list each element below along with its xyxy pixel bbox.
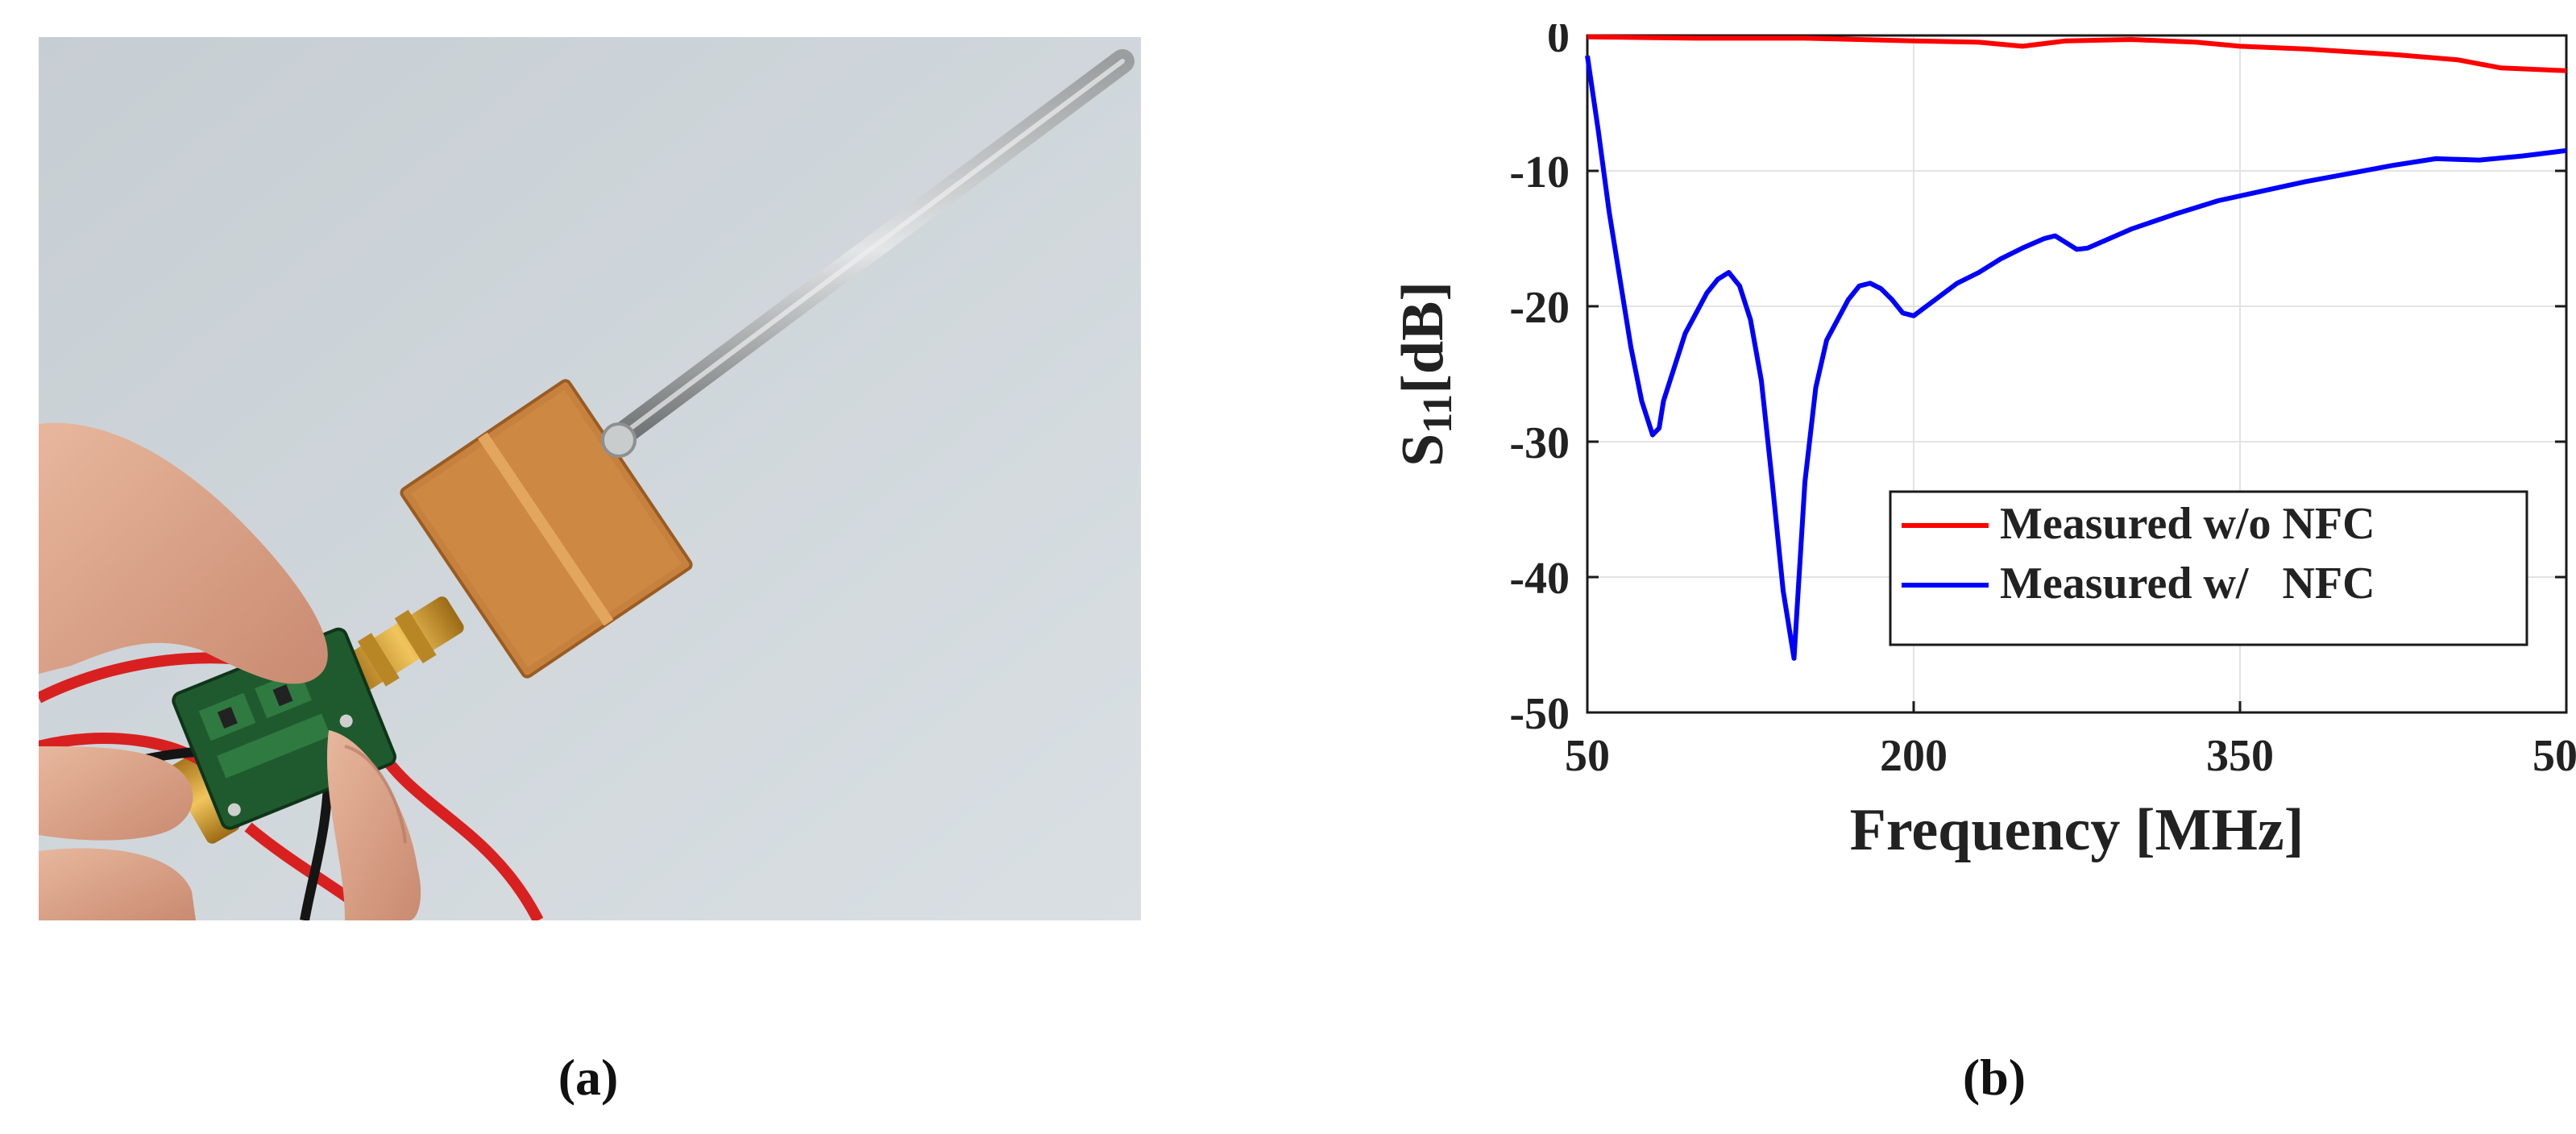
svg-text:S11[dB]: S11[dB] [1390, 281, 1461, 467]
y-axis-label-subscript: 11 [1415, 394, 1461, 434]
y-tick-label: -40 [1509, 554, 1570, 604]
x-tick-label: 500 [2532, 731, 2576, 781]
x-axis-label: Frequency [MHz] [1850, 797, 2304, 863]
plot-frame [1586, 34, 2568, 714]
legend-label-2: Measured w/ NFC [2000, 559, 2375, 609]
y-tick-label: -20 [1509, 283, 1570, 333]
x-tick-label: 350 [2206, 731, 2274, 781]
antenna-photo [39, 37, 1141, 920]
x-tick-label: 50 [1565, 731, 1610, 781]
y-tick-label: -30 [1509, 418, 1570, 468]
y-tick-label: -50 [1509, 689, 1570, 739]
y-tick-label: -10 [1509, 147, 1570, 197]
panel-a-caption: (a) [558, 1049, 619, 1106]
x-tick-label: 200 [1880, 731, 1948, 781]
legend-box [1889, 490, 2528, 646]
panel-b-caption: (b) [1962, 1049, 2026, 1106]
legend: Measured w/o NFC Measured w/ NFC [1889, 490, 2528, 646]
y-axis-label-unit: [dB] [1390, 281, 1456, 394]
y-tick-label: 0 [1547, 24, 1570, 62]
series-line-2 [1585, 55, 2567, 661]
s11-chart: 50 200 350 500 0 -10 -20 -30 -40 -50 Frequency [M… [1390, 24, 2576, 863]
series-line-1 [1587, 34, 2567, 73]
legend-label-1: Measured w/o NFC [2000, 499, 2375, 549]
y-axis-label: S11[dB] [1390, 281, 1461, 467]
y-axis-label-main: S [1390, 434, 1456, 467]
